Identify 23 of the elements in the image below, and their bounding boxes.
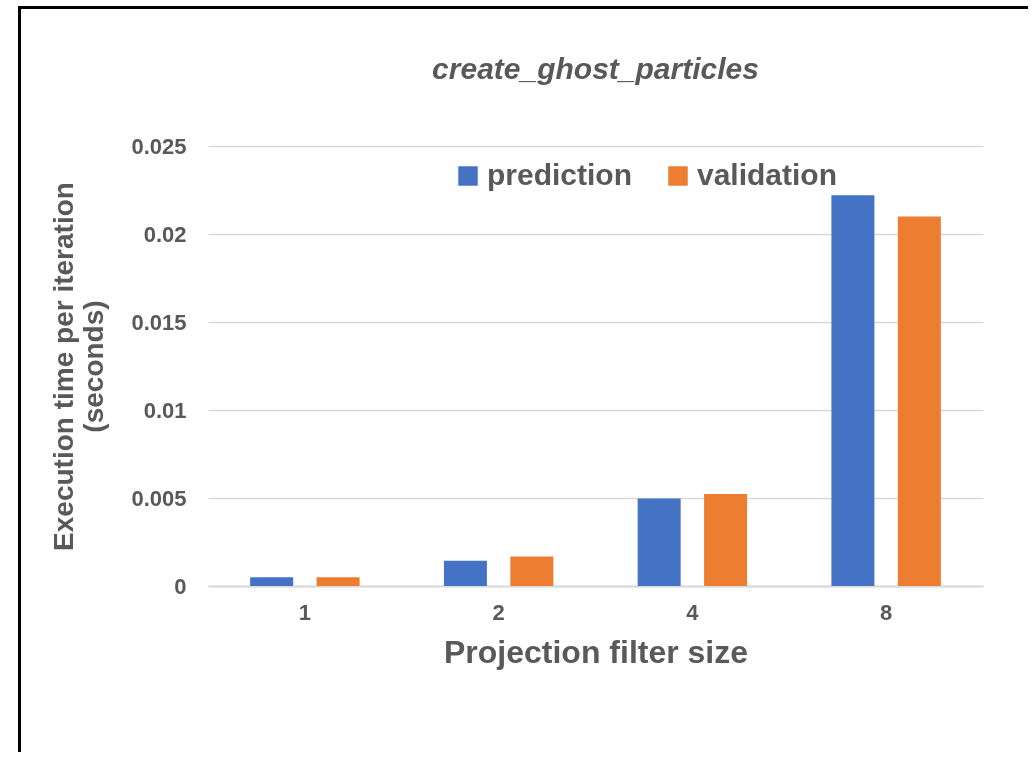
bar [704, 493, 748, 586]
legend-label: prediction [487, 158, 633, 191]
bar [316, 577, 360, 586]
x-tick-label: 4 [686, 599, 700, 625]
bar [637, 498, 681, 586]
x-tick-label: 1 [298, 599, 311, 625]
chart-title: create_ghost_particles [432, 52, 759, 85]
y-tick-label: 0.02 [143, 221, 187, 247]
bar [250, 577, 294, 586]
y-tick-label: 0.015 [131, 309, 187, 335]
y-axis-title: Execution time per iteration (seconds) [48, 182, 110, 551]
y-tick-label: 0.01 [143, 397, 187, 423]
bar [897, 216, 941, 586]
x-axis-title: Projection filter size [443, 633, 749, 670]
legend-label: validation [697, 158, 838, 191]
y-tick-label: 0.005 [131, 485, 187, 511]
bar [443, 560, 487, 586]
bar [510, 556, 554, 586]
bar [831, 195, 875, 586]
x-tick-label: 8 [880, 599, 893, 625]
y-tick-label: 0.025 [131, 133, 187, 159]
x-tick-label: 2 [492, 599, 505, 625]
y-tick-label: 0 [174, 573, 187, 599]
